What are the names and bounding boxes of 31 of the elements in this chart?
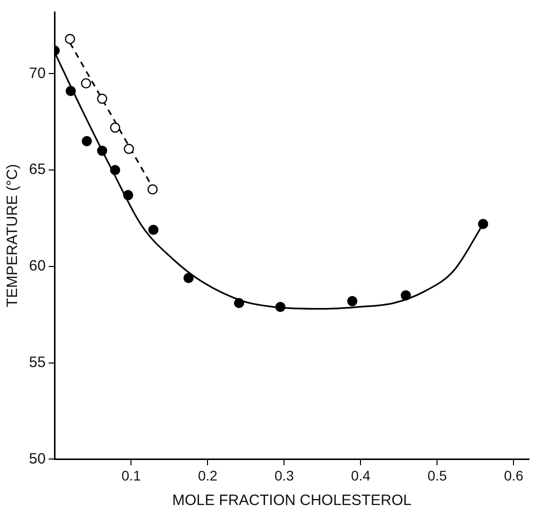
y-tick-label: 50 (28, 450, 46, 468)
point (183, 272, 194, 284)
point (110, 122, 120, 133)
point (124, 144, 134, 154)
x-axis-title: MOLE FRACTION CHOLESTEROL (172, 492, 412, 510)
point (234, 298, 244, 308)
x-tick-label: 0.6 (504, 467, 524, 484)
point (64, 34, 76, 44)
point (347, 296, 358, 306)
point (97, 94, 108, 104)
point (478, 218, 488, 230)
point (275, 302, 286, 312)
x-tick-label: 0.4 (350, 467, 371, 484)
y-tick-label: 65 (28, 161, 46, 178)
point (110, 164, 120, 176)
y-tick-label: 70 (28, 64, 46, 82)
y-axis-title: TEMPERATURE (°C) (4, 164, 22, 308)
x-tick-label: 0.3 (274, 467, 294, 484)
x-tick-label: 0.2 (198, 467, 218, 484)
y-tick-label: 60 (28, 258, 46, 275)
point (123, 190, 134, 200)
point (82, 136, 92, 146)
point (97, 146, 108, 156)
point (80, 78, 92, 88)
x-tick-label: 0.5 (427, 467, 448, 484)
y-tick-label: 55 (28, 354, 46, 371)
point (148, 224, 158, 235)
point (66, 86, 76, 96)
point (400, 290, 411, 300)
point (148, 184, 158, 194)
x-tick-label: 0.1 (121, 467, 142, 484)
